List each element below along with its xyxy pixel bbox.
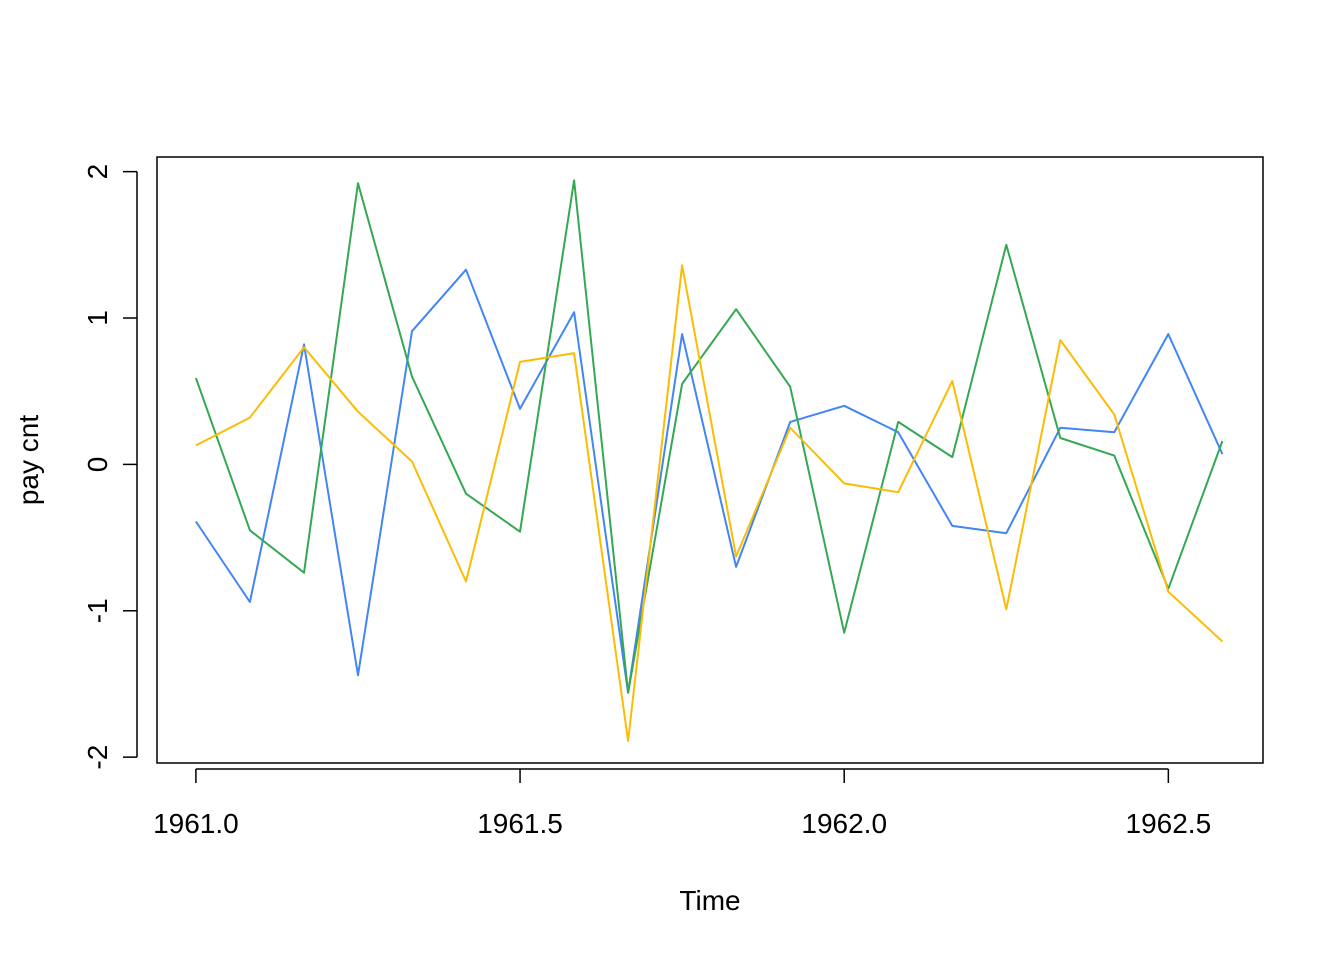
y-tick-label: 1 — [82, 310, 113, 326]
series-line-3 — [195, 264, 1224, 742]
y-tick-label: 0 — [82, 457, 113, 473]
y-axis-title: pay cnt — [13, 415, 44, 505]
y-tick-label: -2 — [82, 745, 113, 770]
x-tick-label: 1962.0 — [801, 808, 887, 839]
plot-frame — [156, 156, 1264, 764]
y-tick-label: -1 — [82, 598, 113, 623]
x-axis-title: Time — [679, 885, 740, 916]
x-tick-label: 1961.5 — [477, 808, 563, 839]
x-tick-label: 1962.5 — [1126, 808, 1212, 839]
y-axis: -2 -1 0 1 2 — [82, 164, 138, 770]
x-tick-label: 1961.0 — [153, 808, 239, 839]
series-line-1 — [195, 268, 1224, 694]
y-tick-label: 2 — [82, 164, 113, 180]
x-axis: 1961.0 1961.5 1962.0 1962.5 — [153, 768, 1212, 839]
series-lines — [194, 179, 1224, 742]
series-line-2 — [194, 179, 1224, 694]
